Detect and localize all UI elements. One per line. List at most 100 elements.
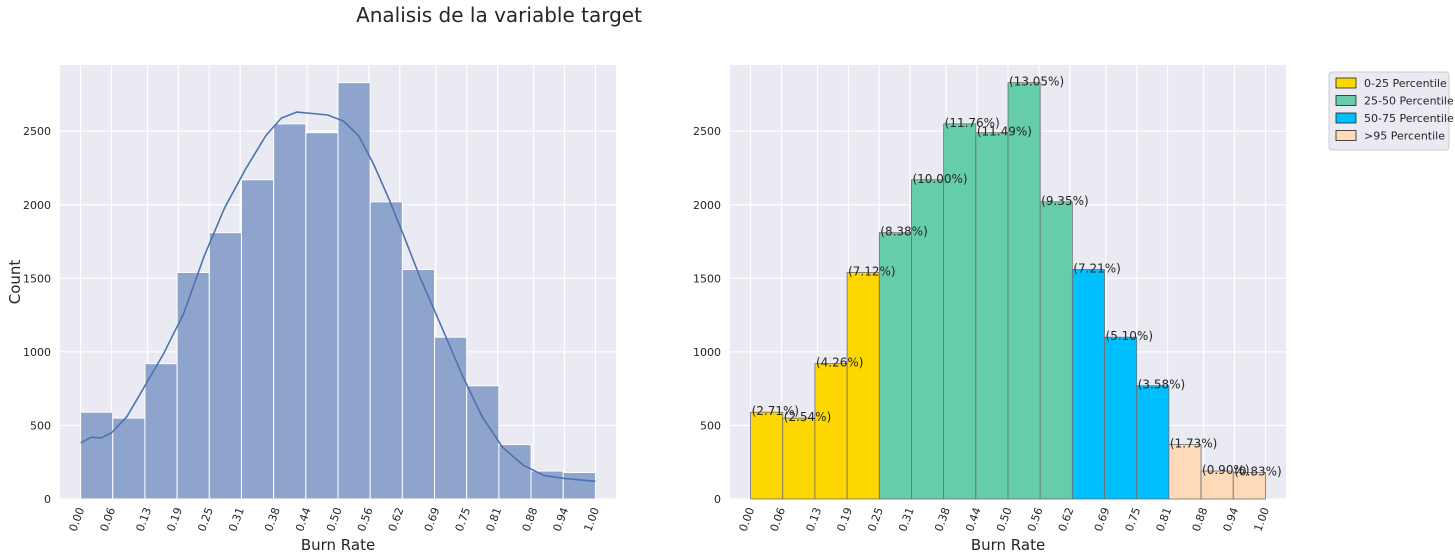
y-tick-label: 0: [714, 493, 721, 506]
x-tick-label: 0.94: [1221, 506, 1242, 533]
x-tick-label: 1.00: [1251, 506, 1272, 533]
histogram-bar: [337, 82, 371, 500]
legend-swatch: [1335, 130, 1357, 141]
percent-label: (2.71%): [752, 404, 799, 418]
x-tick-label: 0.13: [804, 506, 825, 533]
histogram-bar: [80, 411, 114, 500]
y-axis-label-left: Count: [6, 260, 24, 305]
x-tick-labels-right: 0.00 0.06 0.13 0.19 0.25 0.31 0.38 0.44 0.50 0.56…: [737, 506, 1272, 533]
x-tick-label: 0.69: [422, 506, 443, 533]
percent-label: (10.00%): [912, 172, 967, 186]
y-tick-labels-right: 0 500 1000 1500 2000 2500: [693, 125, 721, 506]
figure-title: Analisis de la variable target: [356, 3, 642, 27]
bars-right: [750, 82, 1266, 500]
percent-labels: (2.71%)(2.54%) (4.26%) (7.12%) (8.38%) (10.0…: [752, 75, 1282, 479]
legend-label: 25-50 Percentile: [1364, 95, 1454, 108]
y-tick-label: 2000: [693, 199, 721, 212]
percent-label: (2.54%): [784, 410, 831, 424]
percent-label: (0.90%): [1202, 463, 1249, 477]
histogram-bar: [466, 385, 500, 500]
y-tick-label: 1500: [23, 272, 51, 285]
percent-label: (7.12%): [848, 264, 895, 278]
histogram-bar: [144, 363, 178, 500]
histogram-bar: [401, 268, 436, 500]
x-tick-label: 0.50: [994, 506, 1015, 533]
x-tick-label: 0.62: [386, 506, 407, 533]
x-tick-label: 0.81: [1154, 506, 1175, 533]
x-tick-label: 0.38: [262, 506, 283, 533]
x-tick-label: 0.81: [484, 506, 505, 533]
x-tick-label: 0.19: [164, 506, 185, 533]
y-tick-label: 2500: [23, 125, 51, 138]
histogram-bar: [498, 444, 532, 500]
histogram-bar: [1071, 269, 1105, 500]
x-axis-label-left: Burn Rate: [301, 536, 375, 554]
x-tick-label: 0.38: [932, 506, 953, 533]
x-tick-label: 0.06: [768, 506, 789, 533]
y-tick-label: 500: [30, 419, 51, 432]
x-tick-label: 0.94: [551, 506, 572, 533]
percent-label: (8.38%): [880, 225, 927, 239]
percentile-histogram-panel: (2.71%)(2.54%) (4.26%) (7.12%) (8.38%) (10.0…: [693, 65, 1286, 554]
legend-swatch: [1335, 95, 1357, 106]
x-tick-label: 0.25: [195, 506, 216, 533]
x-tick-label: 0.19: [834, 506, 855, 533]
percent-label: (4.26%): [816, 356, 863, 370]
histogram-bar: [112, 417, 146, 500]
kde-line: [80, 111, 596, 483]
histogram-bar: [782, 417, 816, 500]
bars-left: [80, 82, 596, 500]
y-tick-label: 2500: [693, 125, 721, 138]
legend: 0-25 Percentile 25-50 Percentile 50-75 Per…: [1328, 71, 1454, 151]
histogram-bar: [434, 336, 468, 500]
y-tick-label: 0: [44, 493, 51, 506]
histogram-bar: [846, 272, 880, 500]
histogram-bar: [975, 132, 1009, 500]
histogram-bar: [1136, 385, 1170, 500]
percent-label: (11.76%): [945, 116, 1000, 130]
x-tick-label: 0.31: [226, 506, 247, 533]
legend-swatch: [1335, 112, 1357, 124]
y-tick-label: 1500: [693, 272, 721, 285]
x-tick-label: 0.00: [737, 506, 758, 533]
x-tick-label: 0.56: [1025, 506, 1046, 533]
histogram-bar: [1168, 444, 1202, 500]
histogram-bar: [240, 179, 275, 500]
x-tick-label: 0.00: [67, 506, 88, 533]
y-tick-label: 2000: [23, 199, 51, 212]
percent-label: (1.73%): [1170, 437, 1217, 451]
x-tick-label: 0.25: [865, 506, 886, 533]
histogram-bar: [273, 123, 307, 500]
y-tick-label: 500: [700, 419, 721, 432]
legend-label: 0-25 Percentile: [1364, 77, 1447, 90]
histogram-kde-panel: 0.00 0.06 0.13 0.19 0.25 0.31 0.38 0.44 0.50 0.56…: [6, 65, 616, 554]
y-tick-label: 1000: [23, 346, 51, 359]
percent-label: (7.21%): [1073, 261, 1120, 275]
percent-label: (13.05%): [1009, 75, 1064, 89]
x-tick-label: 0.88: [1190, 506, 1211, 533]
x-tick-label: 0.75: [1123, 506, 1144, 533]
x-tick-labels-left: 0.00 0.06 0.13 0.19 0.25 0.31 0.38 0.44 0.50 0.56…: [67, 506, 602, 533]
percent-label: (3.58%): [1138, 378, 1185, 392]
legend-label: >95 Percentile: [1364, 130, 1445, 143]
legend-frame: [1328, 71, 1450, 151]
x-tick-label: 0.06: [98, 506, 119, 533]
histogram-bar: [750, 411, 784, 500]
histogram-bar: [1232, 472, 1266, 500]
x-tick-label: 0.44: [963, 506, 984, 533]
x-tick-label: 1.00: [581, 506, 602, 533]
histogram-bar: [943, 123, 977, 500]
histogram-bar: [369, 201, 403, 500]
histogram-bar: [562, 472, 596, 500]
x-tick-label: 0.88: [520, 506, 541, 533]
histogram-bar: [1104, 336, 1138, 500]
legend-swatch: [1335, 77, 1357, 89]
x-tick-label: 0.50: [324, 506, 345, 533]
percent-label: (0.83%): [1234, 465, 1281, 479]
histogram-bar: [814, 363, 848, 500]
histogram-bar: [1007, 82, 1041, 500]
histogram-bar: [305, 132, 339, 500]
x-axis-label-right: Burn Rate: [971, 536, 1045, 554]
y-tick-labels-left: 0 500 1000 1500 2000 2500: [23, 125, 51, 506]
